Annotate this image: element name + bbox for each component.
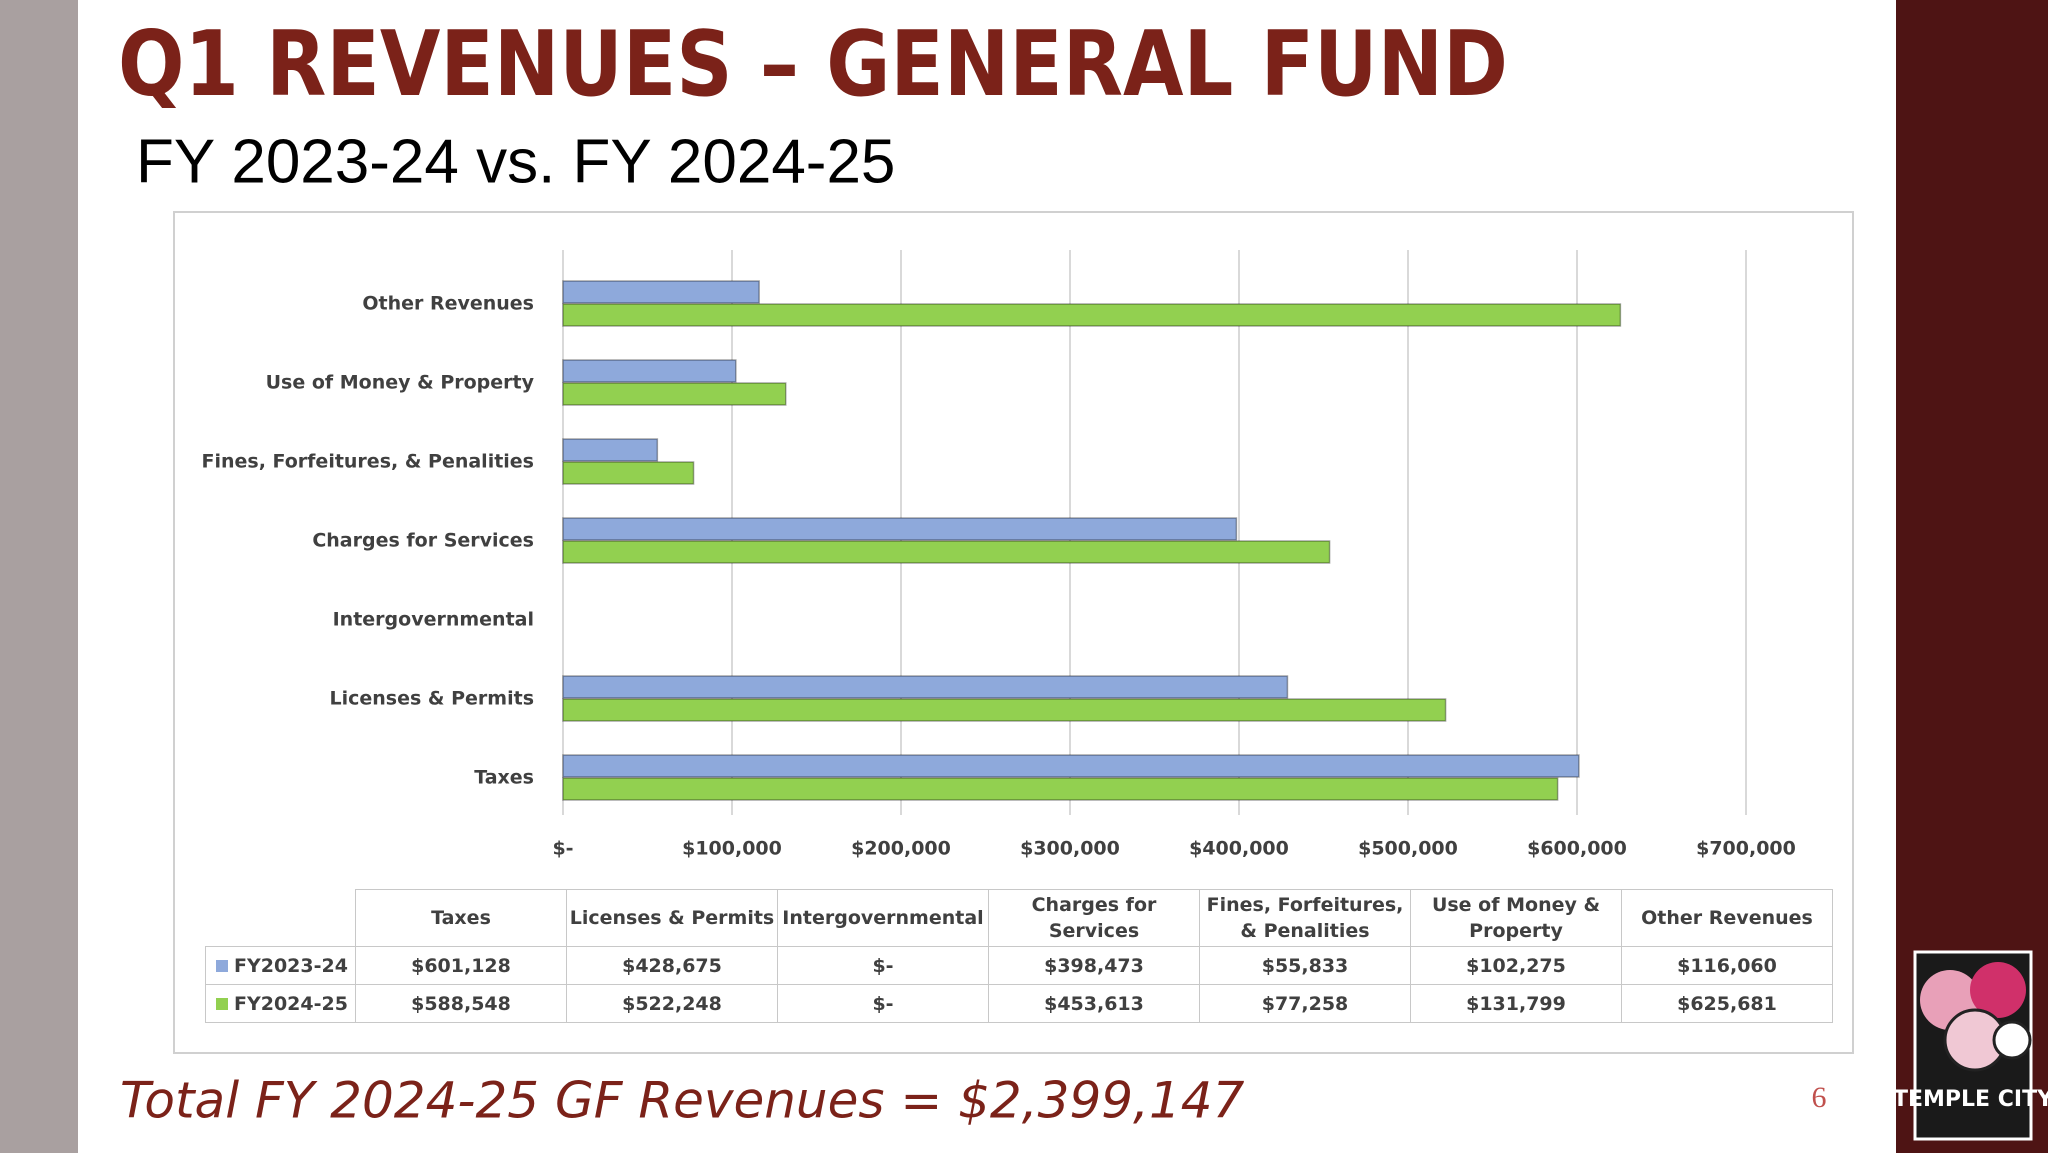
bar (562, 382, 787, 406)
page-number: 6 (1812, 1081, 1827, 1114)
legend-cell: FY2024-25 (205, 984, 356, 1023)
table-value: $428,675 (566, 946, 778, 985)
y-tick-label: Charges for Services (312, 530, 534, 552)
x-tick-label: $200,000 (851, 838, 951, 860)
logo: TEMPLE CITY (1893, 950, 2048, 1141)
table-value: $522,248 (566, 984, 778, 1023)
bar (562, 777, 1559, 801)
bar (562, 280, 760, 304)
legend-label: FY2023-24 (234, 954, 348, 977)
bar (562, 698, 1447, 722)
slide-subtitle: FY 2023-24 vs. FY 2024-25 (136, 127, 895, 196)
y-tick-label: Use of Money & Property (266, 372, 535, 394)
table-header: Use of Money & Property (1410, 889, 1622, 947)
bar (562, 359, 737, 383)
table-header: Fines, Forfeitures, & Penalities (1199, 889, 1411, 947)
table-value: $- (777, 946, 989, 985)
left-strip (0, 0, 78, 1153)
table-value: $102,275 (1410, 946, 1622, 985)
bar (562, 754, 1580, 778)
y-tick-label: Fines, Forfeitures, & Penalities (201, 451, 534, 473)
table-row: FY2023-24 $601,128 $428,675 $- $398,473 $55,8… (205, 946, 1833, 985)
y-tick-label: Taxes (474, 767, 534, 789)
logo-flower (1970, 962, 2026, 1018)
bar (562, 303, 1622, 327)
table-value: $453,613 (988, 984, 1200, 1023)
bar (562, 675, 1289, 699)
legend-swatch (216, 997, 228, 1010)
bar (562, 438, 659, 462)
legend-label: FY2024-25 (234, 992, 348, 1015)
y-tick-label: Licenses & Permits (330, 688, 534, 710)
y-tick-label: Intergovernmental (333, 609, 534, 631)
table-value: $601,128 (355, 946, 567, 985)
table-value: $625,681 (1621, 984, 1833, 1023)
x-tick-label: $500,000 (1358, 838, 1458, 860)
footer-total: Total FY 2024-25 GF Revenues = $2,399,14… (120, 1072, 1245, 1130)
x-tick-label: $- (552, 838, 573, 860)
x-tick-label: $600,000 (1527, 838, 1627, 860)
table-value: $- (777, 984, 989, 1023)
table-value: $131,799 (1410, 984, 1622, 1023)
bar (562, 517, 1238, 541)
x-tick-label: $300,000 (1020, 838, 1120, 860)
table-header: Other Revenues (1621, 889, 1833, 947)
table-value: $55,833 (1199, 946, 1411, 985)
table-header-row: Taxes Licenses & Permits Intergovernmental… (205, 889, 1833, 947)
logo-text: TEMPLE CITY (1893, 1087, 2048, 1112)
legend-cell: FY2023-24 (205, 946, 356, 985)
y-tick-label: Other Revenues (362, 293, 534, 315)
table-value: $77,258 (1199, 984, 1411, 1023)
table-value: $116,060 (1621, 946, 1833, 985)
slide-title: Q1 REVENUES – GENERAL FUND (118, 12, 1508, 117)
bar (562, 461, 695, 485)
table-corner (205, 889, 356, 947)
x-tick-label: $700,000 (1696, 838, 1796, 860)
table-row: FY2024-25 $588,548 $522,248 $- $453,613 $77,2… (205, 984, 1833, 1023)
x-tick-label: $400,000 (1189, 838, 1289, 860)
bar (562, 540, 1331, 564)
table-header: Charges for Services (988, 889, 1200, 947)
table-header: Intergovernmental (777, 889, 989, 947)
table-value: $398,473 (988, 946, 1200, 985)
table-value: $588,548 (355, 984, 567, 1023)
logo-flower (1992, 1020, 2032, 1060)
data-table: Taxes Licenses & Permits Intergovernmental… (205, 889, 1833, 1023)
table-header: Licenses & Permits (566, 889, 778, 947)
legend-swatch (216, 959, 228, 972)
table-header: Taxes (355, 889, 567, 947)
x-tick-label: $100,000 (682, 838, 782, 860)
